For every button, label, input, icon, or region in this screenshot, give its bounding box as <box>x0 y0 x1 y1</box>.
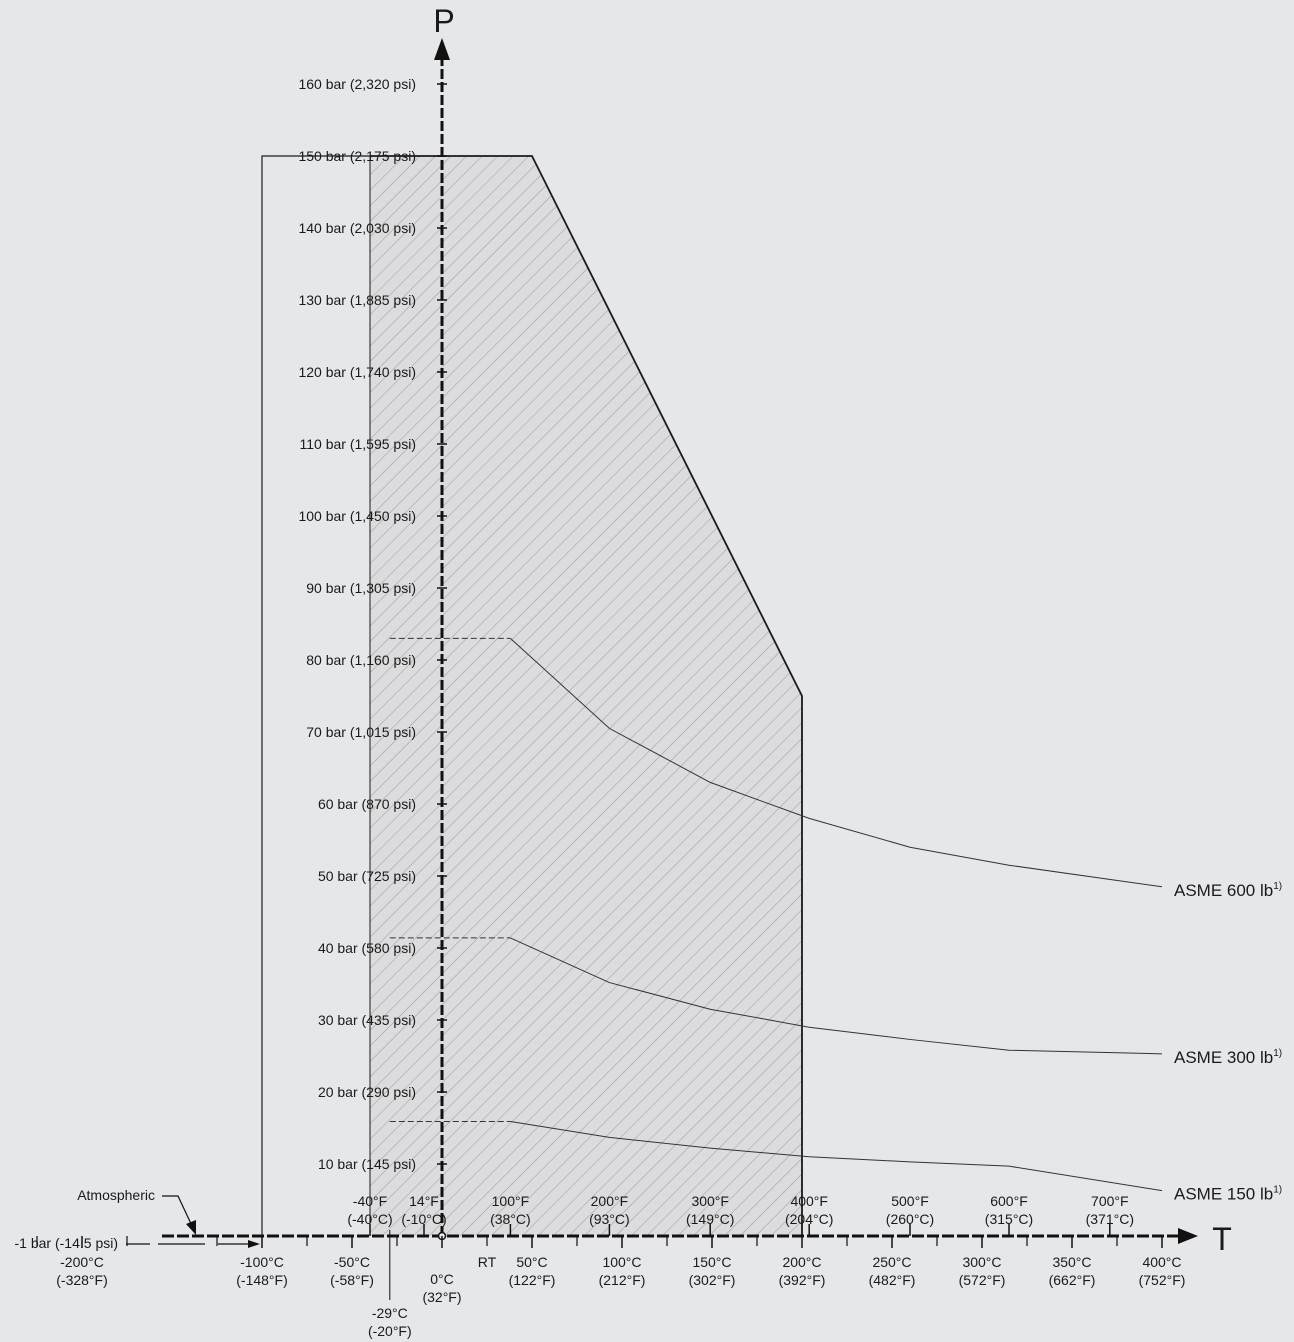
atmospheric-arrowhead <box>186 1220 196 1235</box>
asme-600-lb-label: ASME 600 lb1) <box>1174 881 1282 900</box>
outer-envelope-line <box>261 155 370 1236</box>
x-tick-label-celsius: (122°F) <box>509 1272 556 1288</box>
x-tick-label-fahrenheit: 600°F <box>990 1193 1028 1209</box>
x-tick-label-fahrenheit: (93°C) <box>589 1211 630 1227</box>
x-tick-label-fahrenheit: -40°F <box>353 1193 387 1209</box>
x-tick-label-celsius: -50°C <box>334 1254 370 1270</box>
x-axis-arrow <box>1178 1228 1198 1244</box>
x-tick-label-celsius: (-148°F) <box>236 1272 288 1288</box>
x-tick-label-fahrenheit: 200°F <box>591 1193 629 1209</box>
x-tick-label-fahrenheit: 100°F <box>492 1193 530 1209</box>
x-tick-label-celsius: -200°C <box>60 1254 104 1270</box>
x-tick-label-rt: RT <box>478 1254 497 1270</box>
x-tick-label-fahrenheit: 14°F <box>409 1193 439 1209</box>
x-tick-label-celsius: (752°F) <box>1139 1272 1186 1288</box>
y-tick-label: 40 bar (580 psi) <box>318 940 416 956</box>
x-tick-label-fahrenheit: (371°C) <box>1086 1211 1134 1227</box>
x-tick-label-celsius: -100°C <box>240 1254 284 1270</box>
y-tick-label: 100 bar (1,450 psi) <box>298 508 416 524</box>
hatched-boundary-line <box>370 155 803 1236</box>
y-tick-label: 140 bar (2,030 psi) <box>298 220 416 236</box>
x-tick-label-celsius: (482°F) <box>869 1272 916 1288</box>
atmospheric-label: Atmospheric <box>77 1187 155 1203</box>
atmospheric-pointer <box>162 1195 194 1229</box>
x-tick-label-fahrenheit: 400°F <box>790 1193 828 1209</box>
x-tick-label-fahrenheit: (204°C) <box>785 1211 833 1227</box>
x-tick-label-celsius: 400°C <box>1142 1254 1181 1270</box>
y-tick-label: 60 bar (870 psi) <box>318 796 416 812</box>
x-tick-label-celsius: (-328°F) <box>56 1272 108 1288</box>
x-tick-label-celsius: 0°C <box>430 1271 454 1287</box>
x-axis-title: T <box>1212 1221 1232 1257</box>
x-tick-label-celsius: (32°F) <box>422 1289 461 1305</box>
y-tick-label: 120 bar (1,740 psi) <box>298 364 416 380</box>
x-tick-label-minus29: -29°C <box>372 1305 408 1321</box>
x-tick-label-celsius: 100°C <box>602 1254 641 1270</box>
y-tick-label: 70 bar (1,015 psi) <box>306 724 416 740</box>
asme-600-lb-label-name: ASME 600 lb <box>1174 881 1273 900</box>
x-tick-label-fahrenheit: (38°C) <box>490 1211 531 1227</box>
x-tick-label-fahrenheit: (149°C) <box>686 1211 734 1227</box>
y-tick-label: 20 bar (290 psi) <box>318 1084 416 1100</box>
x-tick-label-celsius: 250°C <box>872 1254 911 1270</box>
x-tick-label-celsius: 300°C <box>962 1254 1001 1270</box>
x-tick-label-fahrenheit: (-10°C) <box>401 1211 446 1227</box>
x-tick-label-celsius: (-58°F) <box>330 1272 374 1288</box>
y-tick-label: 80 bar (1,160 psi) <box>306 652 416 668</box>
asme-300-lb-label-sup: 1) <box>1273 1048 1282 1059</box>
x-tick-label-celsius: 150°C <box>692 1254 731 1270</box>
y-tick-label: 30 bar (435 psi) <box>318 1012 416 1028</box>
x-tick-label-celsius: 350°C <box>1052 1254 1091 1270</box>
asme-600-lb-label-sup: 1) <box>1273 881 1282 892</box>
y-tick-label: 130 bar (1,885 psi) <box>298 292 416 308</box>
asme-150-lb-label: ASME 150 lb1) <box>1174 1185 1282 1204</box>
x-tick-label-minus29: (-20°F) <box>368 1323 412 1339</box>
x-tick-label-fahrenheit: (260°C) <box>886 1211 934 1227</box>
vacuum-arrowhead <box>248 1240 260 1248</box>
asme-150-lb-line <box>510 1121 1163 1192</box>
x-tick-label-celsius: (302°F) <box>689 1272 736 1288</box>
x-tick-label-fahrenheit: (-40°C) <box>347 1211 392 1227</box>
x-tick-label-celsius: 200°C <box>782 1254 821 1270</box>
y-tick-label: 110 bar (1,595 psi) <box>300 436 416 452</box>
asme-600-lb-line <box>510 638 1163 888</box>
y-axis-arrow <box>434 38 450 60</box>
x-tick-label-fahrenheit: 300°F <box>691 1193 729 1209</box>
asme-150-lb-label-sup: 1) <box>1273 1185 1282 1196</box>
x-tick-label-fahrenheit: (315°C) <box>985 1211 1033 1227</box>
x-tick-label-celsius: (392°F) <box>779 1272 826 1288</box>
y-tick-label: 150 bar (2,175 psi) <box>298 148 416 164</box>
y-axis-title: P <box>433 3 454 39</box>
x-tick-label-celsius: (662°F) <box>1049 1272 1096 1288</box>
x-tick-label-fahrenheit: 700°F <box>1091 1193 1129 1209</box>
asme-300-lb-label: ASME 300 lb1) <box>1174 1048 1282 1067</box>
x-tick-label-celsius: 50°C <box>516 1254 547 1270</box>
asme-300-lb-label-name: ASME 300 lb <box>1174 1048 1273 1067</box>
y-tick-label: 90 bar (1,305 psi) <box>306 580 416 596</box>
vacuum-label: -1 bar (-14.5 psi) <box>15 1235 118 1251</box>
x-tick-label-celsius: (572°F) <box>959 1272 1006 1288</box>
hatched-region-pattern <box>370 156 802 1236</box>
y-tick-label: 10 bar (145 psi) <box>318 1156 416 1172</box>
y-tick-label: 50 bar (725 psi) <box>318 868 416 884</box>
asme-300-lb-line <box>510 937 1163 1055</box>
y-tick-label: 160 bar (2,320 psi) <box>298 76 416 92</box>
x-tick-label-celsius: (212°F) <box>599 1272 646 1288</box>
asme-150-lb-label-name: ASME 150 lb <box>1174 1185 1273 1204</box>
x-tick-label-fahrenheit: 500°F <box>891 1193 929 1209</box>
